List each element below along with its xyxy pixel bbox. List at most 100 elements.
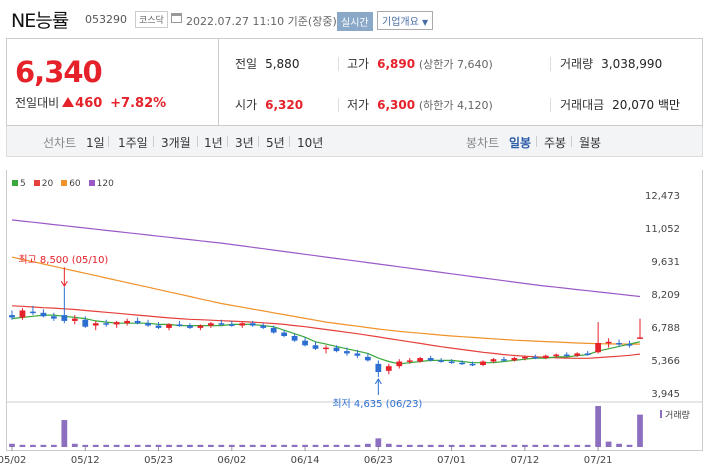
volume-bar <box>375 438 382 447</box>
candle <box>417 356 424 363</box>
chart-period-tabs: 선차트 1일 1주일 3개월 1년 3년 5년 10년 봉차트 일봉 주봉 월봉 <box>6 126 703 157</box>
candle-body <box>50 316 57 319</box>
candle-body <box>438 360 445 362</box>
candle-body <box>480 361 486 366</box>
candle <box>61 287 68 324</box>
candle <box>166 323 172 331</box>
candle <box>385 363 392 375</box>
y-tick-label: 9,631 <box>651 257 680 268</box>
candle <box>270 325 277 334</box>
change-percent: +7.82% <box>110 96 167 111</box>
x-tick-label: 05/23 <box>144 455 173 466</box>
tab-3m[interactable]: 3개월 <box>161 136 191 150</box>
volume-bar <box>187 444 193 447</box>
candle-body <box>385 366 392 371</box>
prev-value: 5,880 <box>265 57 300 71</box>
volume-bar <box>302 444 308 447</box>
volume-bar <box>19 444 26 447</box>
candle-body <box>134 320 141 324</box>
volume-label: 거래량 <box>665 409 690 421</box>
volume-bar <box>333 444 340 447</box>
candle <box>490 358 497 363</box>
volume-bar <box>124 444 131 447</box>
volume-bar <box>239 444 246 447</box>
tab-1d[interactable]: 1일 <box>86 136 105 150</box>
realtime-button[interactable]: 실시간 <box>337 12 373 31</box>
stock-code: 053290 <box>85 13 127 26</box>
tab-1w[interactable]: 1주일 <box>118 136 148 150</box>
lower-limit: (하한가 4,120) <box>418 99 493 112</box>
tab-3y[interactable]: 3년 <box>235 136 254 150</box>
volume-bar <box>218 444 225 447</box>
volume-bar <box>344 444 350 447</box>
volume-bar <box>260 444 267 447</box>
tab-1y[interactable]: 1년 <box>204 136 223 150</box>
candle-body <box>501 359 507 361</box>
candle-body <box>375 363 382 372</box>
volume-bar <box>82 444 89 447</box>
candle <box>71 315 78 325</box>
divider <box>550 57 551 71</box>
x-tick-label: 05/02 <box>0 455 26 466</box>
candle <box>40 309 47 318</box>
candle-body <box>605 341 612 344</box>
volume-bar <box>616 443 622 447</box>
volume-bar <box>417 444 424 447</box>
volume-bar <box>595 406 602 447</box>
volume-bar <box>584 444 591 447</box>
company-info-dropdown[interactable]: 기업개요 ▼ <box>377 11 434 30</box>
x-tick-label: 07/21 <box>584 455 613 466</box>
candle <box>563 352 570 357</box>
candle-body <box>71 318 78 321</box>
volume-bar <box>71 443 78 447</box>
candle <box>616 339 622 347</box>
candle-body <box>187 325 193 328</box>
high-price: 고가 6,890 (상한가 7,640) <box>347 55 493 72</box>
calendar-icon <box>171 13 182 23</box>
high-annotation: 최고 8,500 (05/10) <box>18 254 108 266</box>
legend-label: 120 <box>96 179 114 189</box>
candle <box>595 322 602 354</box>
candle <box>239 322 246 328</box>
tab-daily[interactable]: 일봉 <box>509 136 532 150</box>
trade-amount: 거래대금 20,070 백만 <box>560 96 680 113</box>
tab-10y[interactable]: 10년 <box>297 136 324 150</box>
volume-bar <box>396 444 403 447</box>
candle <box>553 353 560 359</box>
tab-weekly[interactable]: 주봉 <box>544 136 567 150</box>
divider <box>227 136 228 147</box>
volume-bar <box>312 444 319 447</box>
upper-limit: (상한가 7,640) <box>418 58 493 71</box>
candle <box>448 359 455 364</box>
candle <box>82 316 89 328</box>
volume-bar <box>281 444 288 447</box>
candle <box>459 360 465 366</box>
candle <box>19 308 26 320</box>
chart-frame <box>6 170 703 451</box>
candle-body <box>406 360 413 362</box>
candle-body <box>364 356 371 361</box>
ma120-line <box>11 219 641 298</box>
volume-bar <box>9 443 15 447</box>
stock-header: NE능률 053290 코스닥 2022.07.27 11:10 기준(장중) … <box>0 0 704 38</box>
candle-body <box>574 353 581 356</box>
legend-ma5: 5 <box>12 179 26 189</box>
up-triangle-icon <box>62 97 75 107</box>
volume-bar <box>145 444 151 447</box>
tab-monthly[interactable]: 월봉 <box>579 136 602 150</box>
volume-bar <box>197 444 204 447</box>
volume-bar <box>364 443 371 447</box>
candle-body <box>176 324 183 326</box>
candle <box>521 355 528 361</box>
volume-bar <box>249 444 256 447</box>
candle-body <box>595 342 602 353</box>
quote-summary: 6,340 전일대비 460 +7.82% 전일 5,880 고가 6,890 (상한… <box>6 38 703 126</box>
current-price-box: 6,340 전일대비 460 +7.82% <box>7 39 219 125</box>
tab-5y[interactable]: 5년 <box>266 136 285 150</box>
volume-bar <box>92 444 99 447</box>
y-tick-label: 12,473 <box>645 191 680 202</box>
high-value: 6,890 <box>377 57 416 71</box>
volume-bar <box>637 414 643 447</box>
divider <box>289 136 290 147</box>
